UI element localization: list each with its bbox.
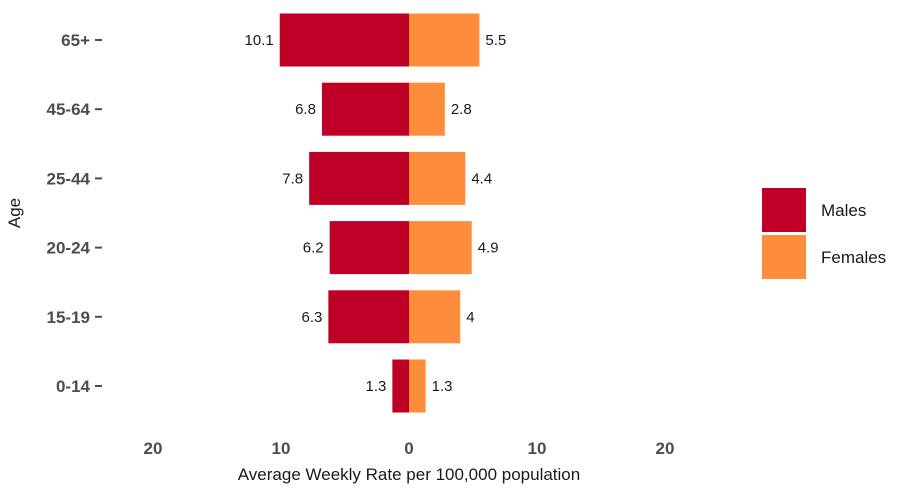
y-axis: 0-14 15-19 20-24 25-44 45-64 65+ xyxy=(47,31,102,396)
x-tick-label: 0 xyxy=(404,439,413,458)
data-label-females: 2.8 xyxy=(451,101,472,118)
x-axis-title: Average Weekly Rate per 100,000 populati… xyxy=(238,465,580,484)
x-tick-label: 20 xyxy=(656,439,675,458)
data-label-males: 7.8 xyxy=(282,170,303,187)
y-tick-label: 65+ xyxy=(61,31,90,50)
data-label-males: 1.3 xyxy=(366,378,387,395)
x-tick-label: 10 xyxy=(272,439,291,458)
data-label-females: 4.9 xyxy=(478,240,499,257)
data-label-males: 6.3 xyxy=(302,309,323,326)
legend: Males Females xyxy=(762,188,886,279)
bar-females-25-44 xyxy=(409,151,466,205)
data-label-females: 5.5 xyxy=(485,32,506,49)
y-tick-label: 0-14 xyxy=(56,377,91,396)
legend-label-females: Females xyxy=(821,248,886,267)
bar-females-0-14 xyxy=(409,359,426,413)
data-label-females: 4 xyxy=(466,309,474,326)
data-label-females: 4.4 xyxy=(471,170,492,187)
bar-males-65+ xyxy=(279,13,409,67)
bar-females-45-64 xyxy=(409,82,445,136)
data-label-females: 1.3 xyxy=(432,378,453,395)
plot-area xyxy=(279,13,480,413)
x-tick-label: 20 xyxy=(144,439,163,458)
bar-males-15-19 xyxy=(328,290,409,344)
bar-females-20-24 xyxy=(409,221,472,275)
legend-key-females xyxy=(762,235,806,279)
y-tick-label: 15-19 xyxy=(47,308,90,327)
bar-males-45-64 xyxy=(321,82,409,136)
bar-males-20-24 xyxy=(329,221,409,275)
data-label-males: 10.1 xyxy=(245,32,274,49)
bar-females-65+ xyxy=(409,13,480,67)
y-axis-title: Age xyxy=(5,198,24,228)
y-tick-label: 20-24 xyxy=(47,239,91,258)
y-tick-label: 25-44 xyxy=(47,169,91,188)
x-tick-label: 10 xyxy=(528,439,547,458)
bar-females-15-19 xyxy=(409,290,461,344)
data-label-males: 6.8 xyxy=(295,101,316,118)
x-axis: 20 10 0 10 20 xyxy=(144,439,675,458)
bar-males-25-44 xyxy=(309,151,409,205)
data-labels: 1.3 1.3 6.3 4 6.2 4.9 7.8 4.4 6.8 2.8 10.1 5.5 xyxy=(245,32,507,395)
legend-key-males xyxy=(762,188,806,232)
bar-males-0-14 xyxy=(392,359,409,413)
data-label-males: 6.2 xyxy=(303,240,324,257)
legend-label-males: Males xyxy=(821,201,866,220)
y-tick-label: 45-64 xyxy=(47,100,91,119)
